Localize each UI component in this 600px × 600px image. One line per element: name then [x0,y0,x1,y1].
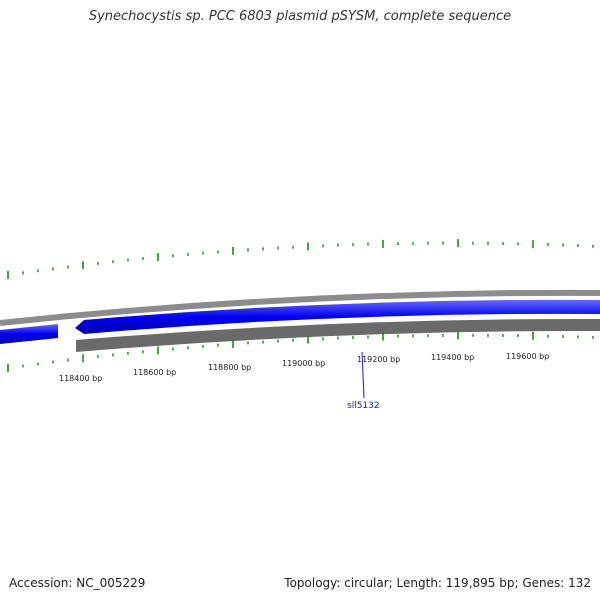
map-title: Synechocystis sp. PCC 6803 plasmid pSYSM… [88,9,512,24]
scale-label: 118800 bp [208,363,251,372]
outer-backbone-track [0,289,600,326]
accession-text: Accession: NC_005229 [9,576,146,590]
gene-label-sll5132[interactable]: sll5132 [347,401,380,411]
topology-summary: Topology: circular; Length: 119,895 bp; … [284,576,591,590]
inner-tick-ring [7,331,594,372]
inner-backbone-track[interactable] [76,318,600,352]
outer-tick-ring [7,239,594,279]
scale-label: 119000 bp [282,359,325,368]
scale-label: 118400 bp [59,374,102,383]
scale-label: 119600 bp [506,352,549,361]
scale-label: 118600 bp [133,368,176,377]
gene-label-leader [361,351,365,399]
scale-label: 119200 bp [357,355,400,364]
scale-label: 119400 bp [431,353,474,362]
gene-forward-segment-main[interactable] [75,299,600,334]
gene-forward-segment-left[interactable] [0,324,58,344]
